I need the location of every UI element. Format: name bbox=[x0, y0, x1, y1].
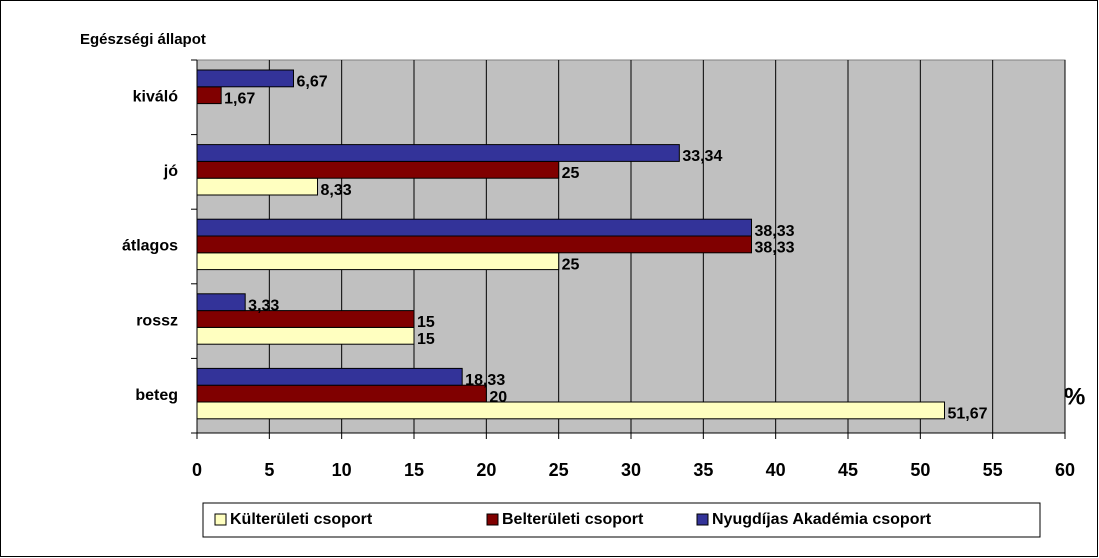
bar bbox=[196, 160, 560, 179]
bar bbox=[196, 218, 753, 237]
bar bbox=[196, 252, 560, 271]
y-tick-label: beteg bbox=[135, 387, 178, 404]
bar bbox=[196, 86, 222, 105]
legend-swatch bbox=[696, 513, 709, 526]
legend-swatch bbox=[214, 513, 227, 526]
data-label: 38,33 bbox=[755, 223, 795, 240]
y-tick-label: átlagos bbox=[122, 238, 178, 255]
x-tick-label: 35 bbox=[693, 460, 713, 480]
data-label: 33,34 bbox=[682, 148, 722, 165]
bar bbox=[196, 144, 680, 162]
bar bbox=[196, 326, 415, 345]
y-tick-label: jó bbox=[163, 163, 178, 180]
bar bbox=[196, 293, 246, 312]
bar bbox=[196, 401, 945, 420]
x-tick-label: 15 bbox=[404, 460, 424, 480]
data-label: 38,33 bbox=[755, 240, 795, 257]
x-axis-label: % bbox=[1064, 383, 1085, 410]
x-tick-label: 30 bbox=[621, 460, 641, 480]
data-label: 3,33 bbox=[248, 297, 279, 314]
y-axis-label: Egészségi állapot bbox=[80, 31, 206, 48]
x-tick-label: 55 bbox=[983, 460, 1003, 480]
bar bbox=[196, 367, 463, 386]
bar bbox=[196, 384, 487, 403]
x-tick-label: 20 bbox=[476, 460, 496, 480]
data-label: 8,33 bbox=[321, 182, 352, 199]
legend-box bbox=[202, 502, 1041, 538]
x-tick-label: 0 bbox=[192, 460, 202, 480]
x-tick-label: 5 bbox=[264, 460, 274, 480]
legend-swatch bbox=[486, 513, 499, 526]
x-tick-label: 40 bbox=[766, 460, 786, 480]
bar bbox=[196, 177, 319, 196]
bar bbox=[196, 69, 294, 88]
legend-label: Külterületi csoport bbox=[230, 511, 373, 528]
x-tick-label: 45 bbox=[838, 460, 858, 480]
bar bbox=[196, 310, 415, 328]
y-tick-label: kiváló bbox=[133, 89, 179, 106]
data-label: 25 bbox=[562, 165, 580, 182]
y-tick-label: rossz bbox=[136, 312, 178, 329]
data-label: 51,67 bbox=[947, 406, 987, 423]
x-tick-label: 60 bbox=[1055, 460, 1075, 480]
data-label: 1,67 bbox=[224, 90, 255, 107]
x-tick-label: 10 bbox=[332, 460, 352, 480]
data-label: 6,67 bbox=[296, 74, 327, 91]
data-label: 20 bbox=[489, 389, 507, 406]
data-label: 25 bbox=[562, 256, 580, 273]
legend-label: Nyugdíjas Akadémia csoport bbox=[712, 511, 932, 528]
bar bbox=[196, 235, 753, 254]
data-label: 18,33 bbox=[465, 372, 505, 389]
data-label: 15 bbox=[417, 314, 435, 331]
x-tick-label: 25 bbox=[549, 460, 569, 480]
x-tick-label: 50 bbox=[910, 460, 930, 480]
data-label: 15 bbox=[417, 331, 435, 348]
legend-label: Belterületi csoport bbox=[502, 511, 644, 528]
